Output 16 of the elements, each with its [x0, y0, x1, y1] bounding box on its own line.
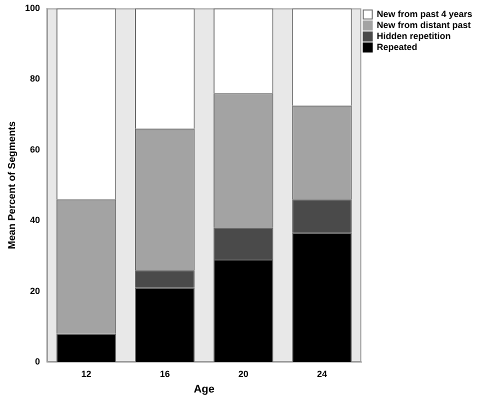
- y-tick-label: 20: [30, 286, 40, 296]
- x-tick-label: 20: [238, 368, 248, 379]
- y-tick-label: 60: [30, 144, 40, 154]
- legend-label: Repeated: [376, 42, 418, 52]
- x-tick-label: 16: [160, 368, 170, 379]
- y-tick-label: 80: [30, 74, 40, 84]
- y-tick-label: 40: [30, 215, 40, 226]
- y-tick-label: 0: [35, 356, 40, 366]
- y-axis-title: Mean Percent of Segments: [6, 120, 18, 250]
- legend-label: Hidden repetition: [376, 30, 451, 41]
- x-tick-label: 24: [316, 368, 327, 379]
- x-axis-title: Age: [194, 383, 215, 396]
- legend-label: New from distant past: [376, 20, 471, 30]
- y-tick-label: 100: [24, 2, 40, 13]
- legend-label: New from past 4 years: [376, 8, 472, 19]
- x-tick-label: 12: [81, 368, 92, 379]
